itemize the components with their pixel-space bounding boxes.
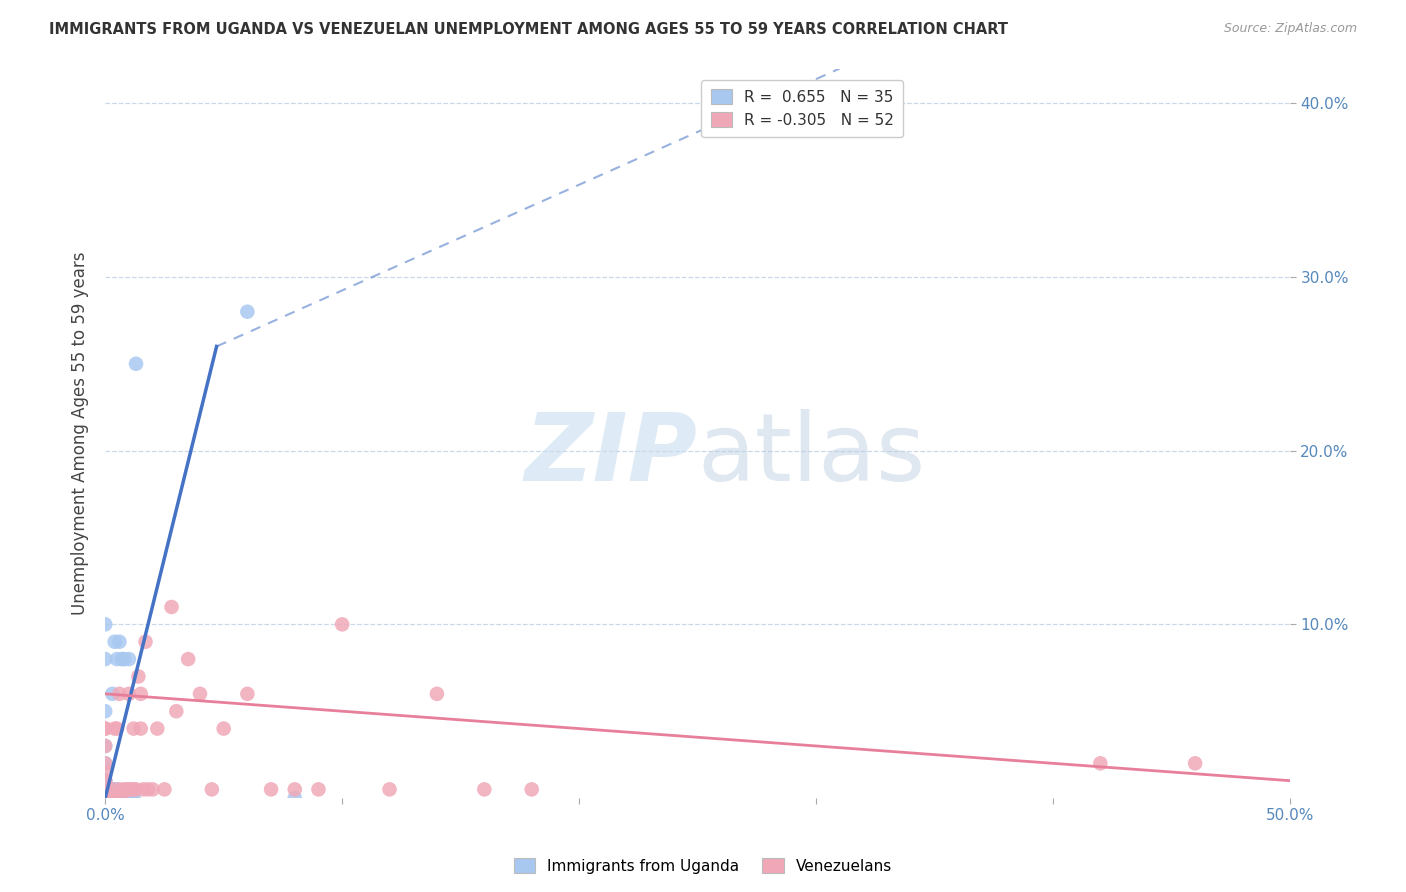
Point — [108, 634, 131, 648]
Point — [94, 739, 117, 753]
Point — [132, 782, 155, 797]
Point — [520, 782, 543, 797]
Point — [105, 652, 128, 666]
Point — [94, 782, 117, 797]
Point — [125, 357, 148, 371]
Point — [94, 756, 117, 771]
Point — [104, 634, 127, 648]
Point — [1090, 756, 1112, 771]
Point — [201, 782, 224, 797]
Point — [105, 782, 128, 797]
Legend: R =  0.655   N = 35, R = -0.305   N = 52: R = 0.655 N = 35, R = -0.305 N = 52 — [702, 79, 903, 136]
Point — [177, 652, 200, 666]
Point — [94, 617, 117, 632]
Point — [94, 791, 117, 805]
Point — [108, 687, 131, 701]
Point — [146, 722, 169, 736]
Point — [120, 782, 142, 797]
Point — [112, 782, 135, 797]
Point — [129, 687, 152, 701]
Point — [260, 782, 283, 797]
Text: Source: ZipAtlas.com: Source: ZipAtlas.com — [1223, 22, 1357, 36]
Point — [105, 791, 128, 805]
Point — [122, 722, 145, 736]
Point — [101, 791, 124, 805]
Point — [94, 704, 117, 718]
Point — [105, 791, 128, 805]
Point — [330, 617, 353, 632]
Point — [94, 773, 117, 788]
Point — [125, 782, 148, 797]
Point — [378, 782, 401, 797]
Point — [426, 687, 449, 701]
Point — [188, 687, 211, 701]
Point — [111, 791, 134, 805]
Point — [108, 782, 131, 797]
Text: ZIP: ZIP — [524, 409, 697, 501]
Point — [284, 782, 307, 797]
Point — [94, 722, 117, 736]
Text: atlas: atlas — [697, 409, 925, 501]
Point — [94, 773, 117, 788]
Point — [105, 722, 128, 736]
Point — [212, 722, 235, 736]
Point — [236, 304, 259, 318]
Point — [101, 782, 124, 797]
Point — [122, 791, 145, 805]
Point — [104, 791, 127, 805]
Point — [122, 782, 145, 797]
Point — [98, 782, 121, 797]
Point — [118, 652, 141, 666]
Point — [112, 791, 135, 805]
Point — [94, 722, 117, 736]
Point — [118, 782, 141, 797]
Point — [153, 782, 176, 797]
Point — [108, 791, 131, 805]
Point — [307, 782, 329, 797]
Point — [1184, 756, 1206, 771]
Point — [127, 669, 149, 683]
Point — [94, 652, 117, 666]
Point — [111, 652, 134, 666]
Point — [104, 782, 127, 797]
Point — [118, 791, 141, 805]
Point — [472, 782, 495, 797]
Point — [136, 782, 159, 797]
Point — [111, 791, 134, 805]
Point — [94, 791, 117, 805]
Point — [101, 687, 124, 701]
Point — [165, 704, 187, 718]
Point — [94, 764, 117, 779]
Point — [284, 791, 307, 805]
Point — [101, 782, 124, 797]
Point — [94, 791, 117, 805]
Point — [129, 722, 152, 736]
Point — [115, 791, 138, 805]
Point — [94, 782, 117, 797]
Point — [160, 599, 183, 614]
Point — [98, 791, 121, 805]
Y-axis label: Unemployment Among Ages 55 to 59 years: Unemployment Among Ages 55 to 59 years — [72, 252, 89, 615]
Text: IMMIGRANTS FROM UGANDA VS VENEZUELAN UNEMPLOYMENT AMONG AGES 55 TO 59 YEARS CORR: IMMIGRANTS FROM UGANDA VS VENEZUELAN UNE… — [49, 22, 1008, 37]
Legend: Immigrants from Uganda, Venezuelans: Immigrants from Uganda, Venezuelans — [508, 852, 898, 880]
Point — [94, 739, 117, 753]
Point — [118, 687, 141, 701]
Point — [94, 791, 117, 805]
Point — [94, 756, 117, 771]
Point — [115, 782, 138, 797]
Point — [104, 722, 127, 736]
Point — [134, 634, 156, 648]
Point — [236, 687, 259, 701]
Point — [142, 782, 165, 797]
Point — [120, 791, 142, 805]
Point — [94, 782, 117, 797]
Point — [112, 652, 135, 666]
Point — [94, 773, 117, 788]
Point — [98, 791, 121, 805]
